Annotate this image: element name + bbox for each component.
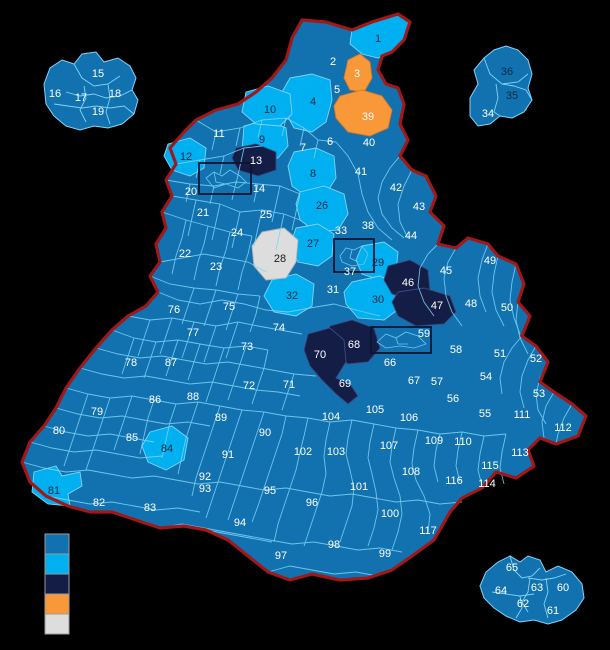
inset-top-left [43, 51, 139, 131]
orange-regions [333, 53, 393, 137]
legend-swatch-3 [44, 573, 70, 595]
light-gray-regions [251, 227, 299, 281]
inset-tl-body [43, 51, 139, 131]
zoom-box-37 [333, 238, 375, 273]
zoom-detail-boxes [198, 162, 432, 354]
region-39-shape [333, 89, 393, 137]
legend-swatch-2 [44, 553, 70, 575]
inset-br-boundaries [491, 555, 567, 619]
legend-swatch-4 [44, 593, 70, 615]
zoom-box-20 [198, 162, 252, 195]
region-47-shape [391, 287, 457, 327]
inset-tl-boundaries [53, 63, 135, 125]
region-84-shape [141, 425, 189, 471]
inset-bottom-right [479, 555, 585, 625]
inset-br-body [479, 555, 585, 625]
inset-tr-boundaries [483, 57, 533, 117]
zoom-box-66 [370, 326, 432, 354]
party-legend [44, 533, 70, 635]
region-70-shape [303, 327, 359, 405]
inset-tr-body [469, 45, 533, 127]
region-26-shape [295, 185, 349, 233]
region-3-shape [343, 53, 373, 93]
internal-boundaries [21, 117, 573, 577]
region-28-shape [251, 227, 299, 281]
legend-swatch-1 [44, 533, 70, 555]
region-32-shape [263, 273, 315, 317]
legend-swatch-5 [44, 613, 70, 635]
inset-top-right [469, 45, 533, 127]
outer-border [20, 12, 588, 582]
